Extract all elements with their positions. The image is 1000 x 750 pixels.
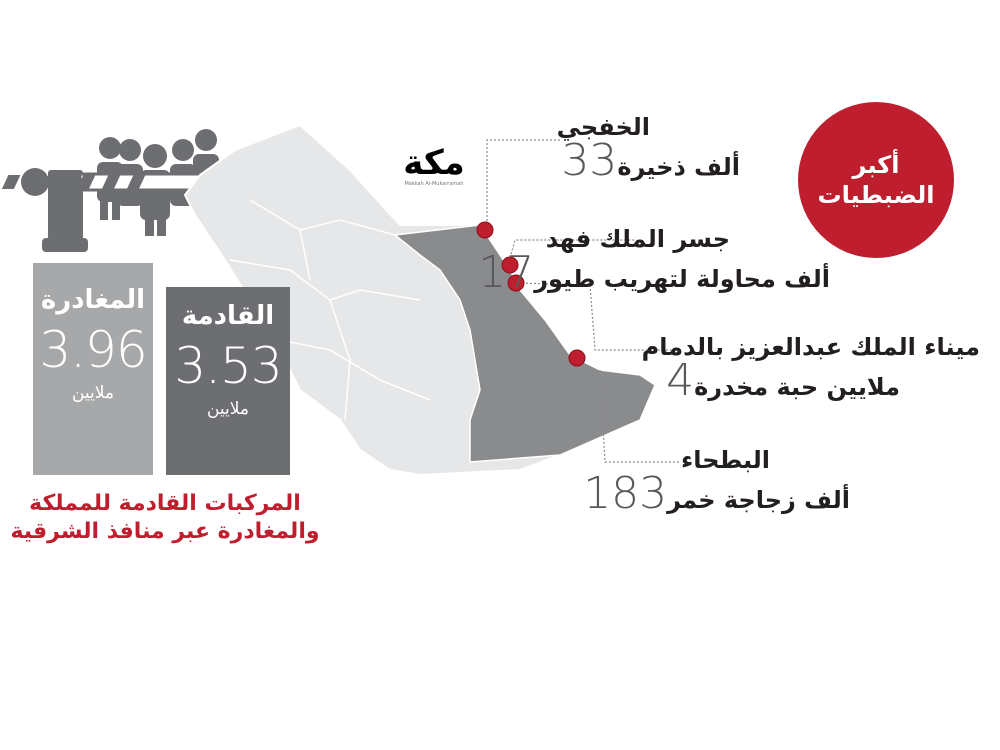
logo-tagline: Makkah Al-Mukarramah bbox=[404, 181, 464, 187]
marker-batha bbox=[568, 349, 586, 367]
badge-line-1: أكبر bbox=[852, 151, 900, 179]
departing-bar: المغادرة 3.96 ملايين bbox=[33, 263, 153, 475]
seizure-batha: البطحاء ألف زجاجة خمر183 bbox=[575, 446, 850, 519]
marker-khafji bbox=[476, 221, 494, 239]
arriving-label: القادمة bbox=[181, 301, 275, 331]
seizure-place: ميناء الملك عبدالعزيز بالدمام bbox=[641, 333, 980, 361]
leader-lines bbox=[486, 139, 680, 463]
top-seizures-badge: أكبر الضبطيات bbox=[798, 102, 954, 258]
departing-unit: ملايين bbox=[71, 383, 115, 403]
badge-line-2: الضبطيات bbox=[817, 181, 935, 209]
seizure-number: 183 bbox=[583, 468, 668, 519]
marker-dammam-port bbox=[507, 274, 525, 292]
caption-line-1: المركبات القادمة للمملكة bbox=[29, 491, 301, 516]
seizure-khafji: الخفجي ألف ذخيرة33 bbox=[553, 113, 740, 186]
seizure-desc: ألف ذخيرة bbox=[617, 153, 740, 181]
seizure-place: جسر الملك فهد bbox=[545, 225, 730, 253]
seizure-desc: ألف زجاجة خمر bbox=[667, 486, 850, 514]
arriving-value: 3.53 bbox=[174, 337, 282, 395]
seizure-place: البطحاء bbox=[681, 446, 770, 474]
arriving-unit: ملايين bbox=[206, 399, 250, 419]
departing-label: المغادرة bbox=[40, 285, 146, 315]
seizure-number: 33 bbox=[561, 135, 618, 186]
vehicles-caption: المركبات القادمة للمملكة والمغادرة عبر م… bbox=[0, 490, 330, 546]
seizure-king-fahd-bridge: جسر الملك فهد ألف محاولة لتهريب طيور17 bbox=[470, 225, 830, 298]
seizure-desc: ملايين حبة مخدرة bbox=[694, 373, 900, 401]
logo: مكة Makkah Al-Mukarramah bbox=[388, 145, 480, 187]
seizure-desc: ألف محاولة لتهريب طيور bbox=[534, 265, 830, 293]
seizure-number: 17 bbox=[478, 247, 535, 298]
seizure-dammam-port: ميناء الملك عبدالعزيز بالدمام ملايين حبة… bbox=[642, 333, 980, 406]
departing-value: 3.96 bbox=[39, 321, 147, 379]
province-borders bbox=[229, 199, 431, 421]
caption-line-2: والمغادرة عبر منافذ الشرقية bbox=[10, 519, 320, 544]
arriving-bar: القادمة 3.53 ملايين bbox=[166, 287, 290, 475]
seizure-number: 4 bbox=[666, 355, 695, 406]
seizure-place: الخفجي bbox=[556, 113, 650, 141]
marker-king-fahd-bridge bbox=[501, 256, 519, 274]
logo-text: مكة bbox=[403, 143, 465, 183]
